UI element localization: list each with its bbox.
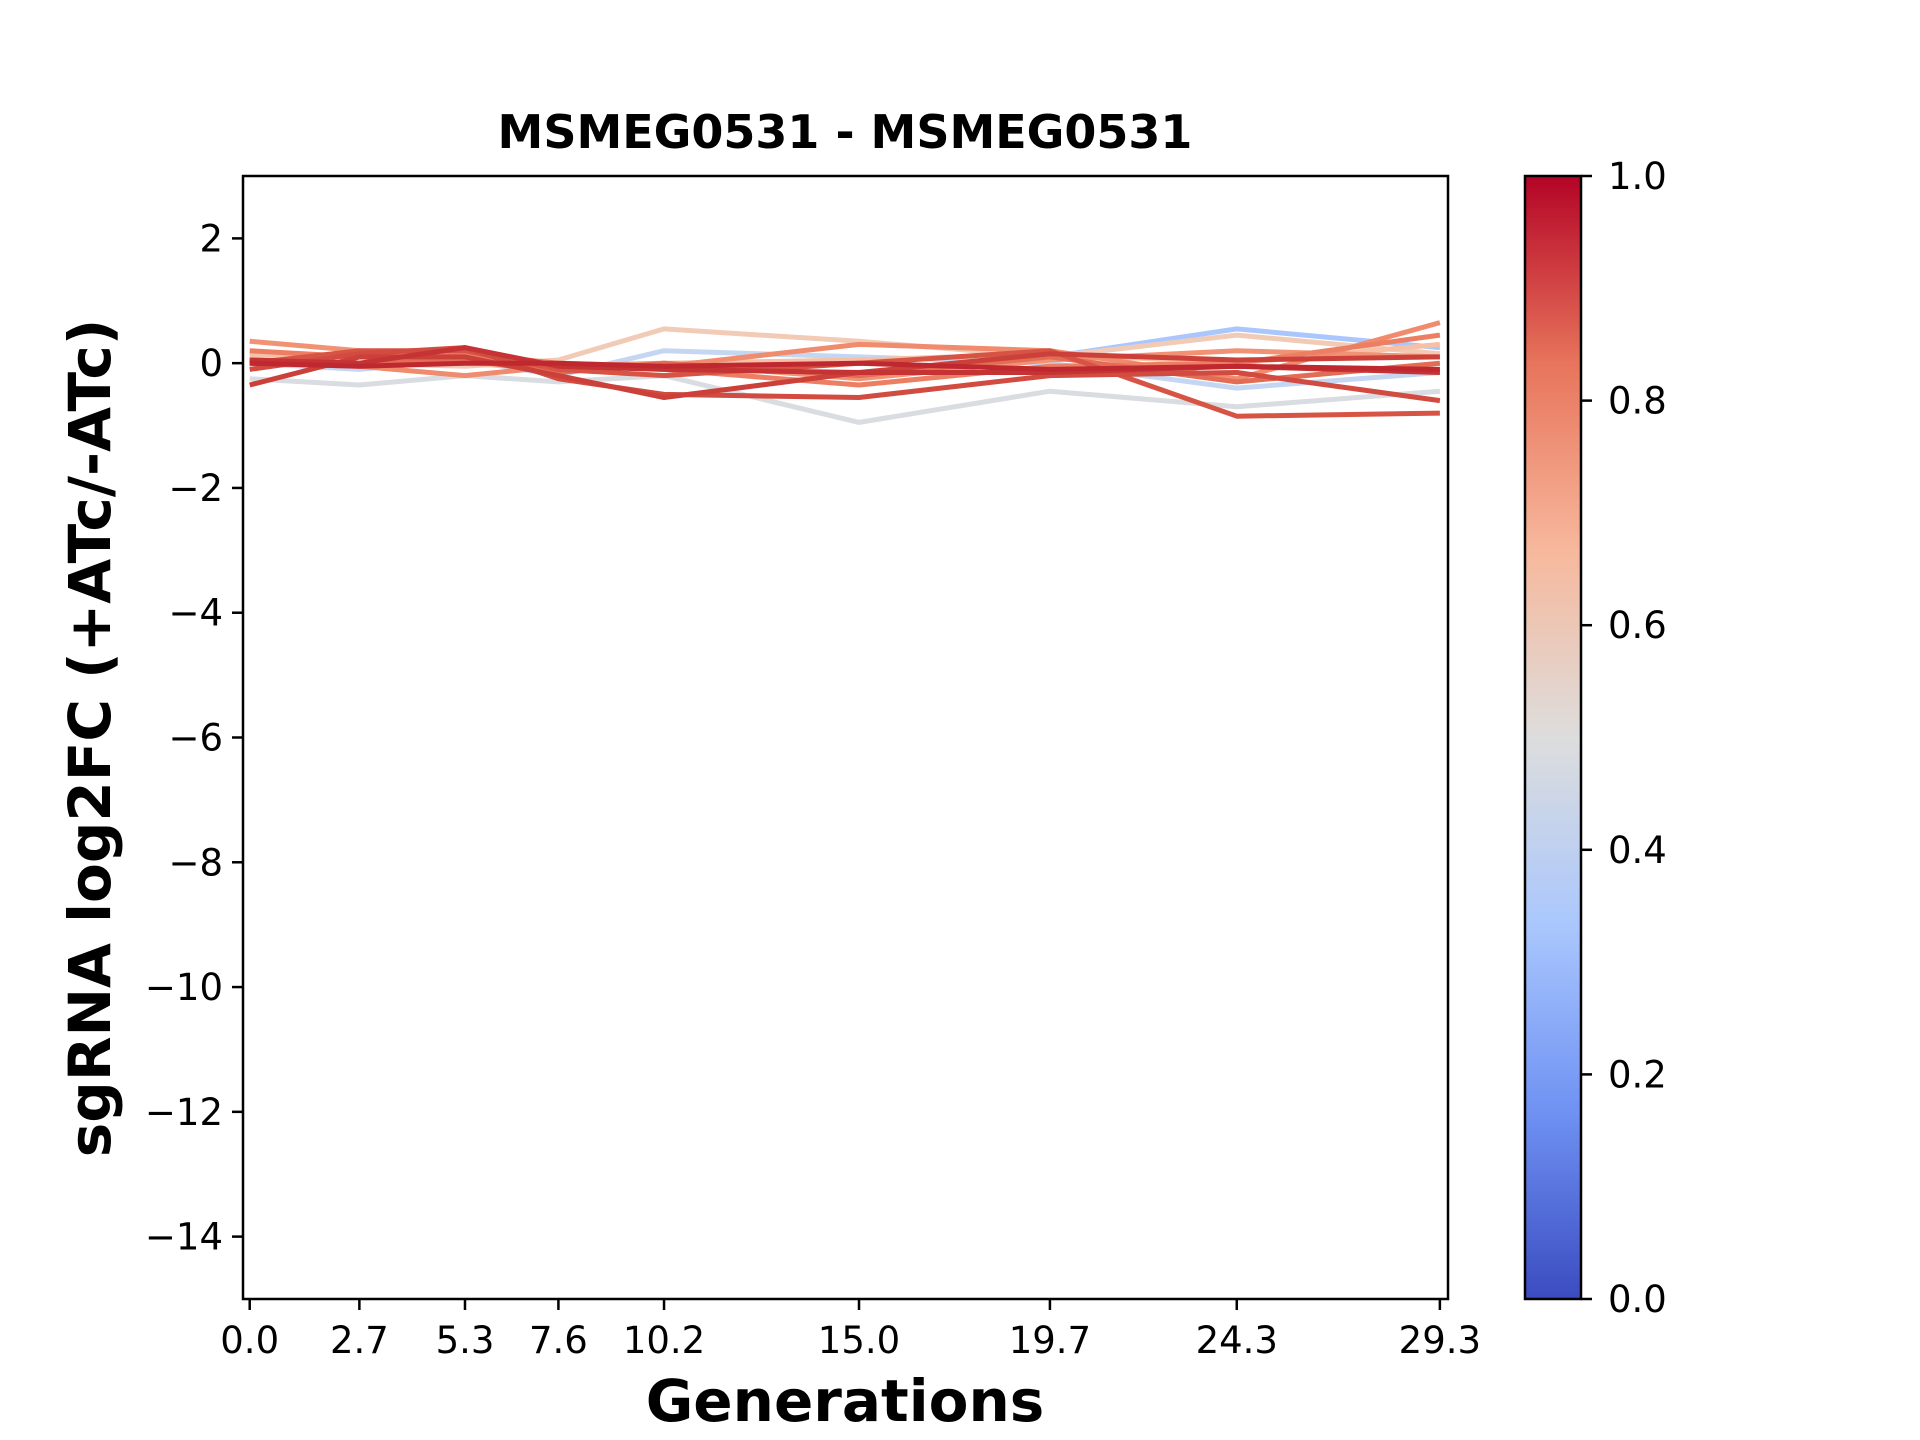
y-tick-label: −4 (168, 592, 223, 635)
y-tick-label: −2 (168, 467, 223, 510)
x-tick-label: 5.3 (436, 1319, 495, 1362)
x-axis-label: Generations (646, 1367, 1045, 1435)
x-tick-label: 24.3 (1196, 1319, 1278, 1362)
y-tick-label: 0 (199, 342, 223, 385)
colorbar-tick-label: 0.8 (1608, 380, 1667, 423)
y-tick-label: −6 (168, 717, 223, 760)
x-tick-label: 10.2 (623, 1319, 705, 1362)
y-axis: 2 0 −2 −4 −6 −8 −10 −12 −14 (145, 217, 243, 1259)
colorbar-tick-label: 0.0 (1608, 1278, 1667, 1321)
colorbar: 0.0 0.2 0.4 0.6 0.8 1.0 (1523, 155, 1667, 1321)
y-axis-label: sgRNA log2FC (+ATc/-ATc) (56, 319, 124, 1157)
series-line-11 (249, 345, 1441, 404)
y-tick-label: 2 (199, 217, 223, 260)
colorbar-tick-label: 0.6 (1608, 604, 1667, 647)
colorbar-tick-label: 0.2 (1608, 1053, 1667, 1096)
y-tick-label: −12 (145, 1091, 223, 1134)
colorbar-gradient (1523, 174, 1583, 1301)
x-tick-label: 19.7 (1009, 1319, 1091, 1362)
y-tick-label: −14 (145, 1216, 223, 1259)
x-tick-label: 7.6 (529, 1319, 588, 1362)
x-axis: 0.0 2.7 5.3 7.6 10.2 15.0 19.7 24.3 29.3 (220, 1299, 1481, 1362)
series-layer (249, 320, 1441, 425)
y-tick-label: −8 (168, 841, 223, 884)
x-tick-label: 29.3 (1399, 1319, 1481, 1362)
series-line-14 (249, 360, 1440, 372)
x-tick-label: 15.0 (818, 1319, 900, 1362)
chart-title: MSMEG0531 - MSMEG0531 (498, 105, 1193, 159)
colorbar-tick-label: 0.4 (1608, 829, 1667, 872)
colorbar-ticks: 0.0 0.2 0.4 0.6 0.8 1.0 (1581, 155, 1667, 1321)
y-tick-label: −10 (145, 966, 223, 1009)
colorbar-tick-label: 1.0 (1608, 155, 1667, 198)
x-tick-label: 0.0 (220, 1319, 279, 1362)
x-tick-label: 2.7 (330, 1319, 389, 1362)
